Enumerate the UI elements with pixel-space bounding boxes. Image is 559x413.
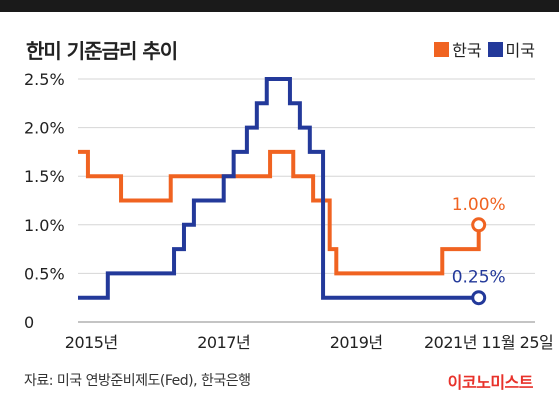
y-tick-label-1: 0.5% xyxy=(24,264,65,283)
source-note: 자료: 미국 연방준비제도(Fed), 한국은행 xyxy=(24,373,251,389)
legend-label-us: 미국 xyxy=(505,41,535,60)
series-line-us xyxy=(78,77,479,300)
legend-swatch-us xyxy=(487,41,503,57)
x-tick-label-3: 2021년 11월 25일 xyxy=(424,333,553,352)
legend-swatch-korea xyxy=(434,41,450,57)
x-tick-label-0: 2015년 xyxy=(65,333,118,352)
legend: 한국 미국 xyxy=(428,37,535,61)
legend-label-korea: 한국 xyxy=(452,41,482,60)
series-line-korea xyxy=(78,149,481,276)
series-end-label-us: 0.25% xyxy=(452,268,506,288)
x-tick-label-2: 2019년 xyxy=(330,333,383,352)
legend-item-korea: 한국 xyxy=(434,37,482,61)
top-bar xyxy=(0,0,559,12)
y-tick-label-2: 1.0% xyxy=(24,216,65,235)
series-endpoint-us xyxy=(471,290,487,306)
y-tick-label-3: 1.5% xyxy=(24,167,65,186)
publisher-logo: 이코노미스트 xyxy=(447,373,534,392)
series-endpoint-korea xyxy=(471,217,487,233)
x-tick-label-1: 2017년 xyxy=(197,333,250,352)
y-tick-label-5: 2.5% xyxy=(24,70,65,89)
y-tick-label-0: 0 xyxy=(24,313,34,332)
series-end-label-korea: 1.00% xyxy=(452,195,506,215)
y-tick-label-4: 2.0% xyxy=(24,119,65,138)
legend-item-us: 미국 xyxy=(487,37,535,61)
chart-title: 한미 기준금리 추이 xyxy=(26,39,178,63)
